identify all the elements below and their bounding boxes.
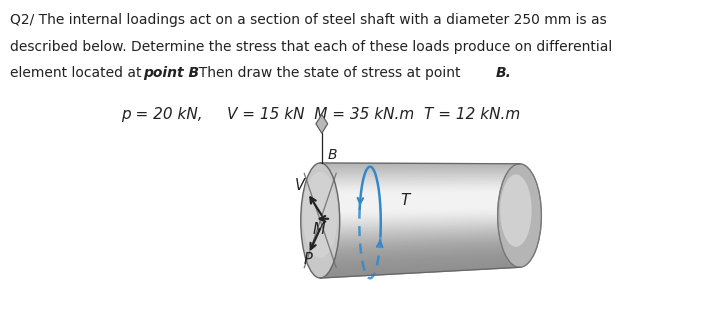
- Polygon shape: [320, 246, 520, 257]
- Text: B: B: [327, 148, 337, 162]
- Polygon shape: [320, 198, 520, 203]
- Polygon shape: [320, 178, 520, 180]
- Polygon shape: [320, 214, 520, 220]
- Polygon shape: [320, 243, 520, 253]
- Polygon shape: [320, 219, 520, 226]
- Polygon shape: [320, 248, 520, 259]
- Polygon shape: [320, 181, 520, 184]
- Polygon shape: [320, 200, 520, 205]
- Polygon shape: [320, 205, 520, 211]
- Polygon shape: [320, 212, 520, 219]
- Ellipse shape: [302, 171, 338, 258]
- Text: V: V: [295, 178, 305, 193]
- Polygon shape: [320, 262, 520, 274]
- Text: Q2/ The internal loadings act on a section of steel shaft with a diameter 250 mm: Q2/ The internal loadings act on a secti…: [11, 13, 607, 27]
- Polygon shape: [320, 209, 520, 215]
- Polygon shape: [320, 195, 520, 200]
- Polygon shape: [320, 260, 520, 272]
- Polygon shape: [320, 266, 520, 278]
- Polygon shape: [320, 257, 520, 268]
- Polygon shape: [320, 231, 520, 240]
- Ellipse shape: [500, 174, 532, 247]
- Ellipse shape: [498, 164, 541, 267]
- Ellipse shape: [301, 163, 340, 278]
- Text: . Then draw the state of stress at point: . Then draw the state of stress at point: [190, 66, 465, 80]
- Polygon shape: [320, 255, 520, 267]
- Polygon shape: [320, 242, 520, 251]
- Text: element located at: element located at: [11, 66, 147, 80]
- Polygon shape: [320, 188, 520, 192]
- Polygon shape: [320, 233, 520, 242]
- Polygon shape: [320, 252, 520, 263]
- Polygon shape: [320, 228, 520, 236]
- Polygon shape: [320, 190, 520, 194]
- Polygon shape: [320, 215, 520, 222]
- Polygon shape: [320, 174, 520, 176]
- Polygon shape: [320, 230, 520, 238]
- Polygon shape: [320, 224, 520, 232]
- Polygon shape: [320, 250, 520, 261]
- Polygon shape: [320, 165, 520, 167]
- Polygon shape: [320, 176, 520, 178]
- Polygon shape: [316, 114, 328, 133]
- Text: point B: point B: [142, 66, 199, 80]
- Polygon shape: [320, 172, 520, 174]
- Polygon shape: [320, 202, 520, 207]
- Text: described below. Determine the stress that each of these loads produce on differ: described below. Determine the stress th…: [11, 39, 613, 53]
- Polygon shape: [320, 179, 520, 182]
- Polygon shape: [320, 238, 520, 247]
- Polygon shape: [320, 222, 520, 230]
- Polygon shape: [320, 169, 520, 171]
- Polygon shape: [320, 167, 520, 169]
- Text: p = 20 kN,     V = 15 kN  M = 35 kN.m  T = 12 kN.m: p = 20 kN, V = 15 kN M = 35 kN.m T = 12 …: [121, 108, 520, 123]
- Polygon shape: [320, 245, 520, 255]
- Polygon shape: [320, 207, 520, 213]
- Polygon shape: [320, 234, 520, 244]
- Polygon shape: [320, 197, 520, 201]
- Polygon shape: [320, 240, 520, 249]
- Polygon shape: [320, 236, 520, 245]
- Polygon shape: [320, 210, 520, 217]
- Text: B.: B.: [496, 66, 512, 80]
- Polygon shape: [320, 254, 520, 265]
- Polygon shape: [320, 221, 520, 228]
- Polygon shape: [320, 185, 520, 188]
- Text: P: P: [304, 252, 313, 267]
- Polygon shape: [320, 217, 520, 224]
- Text: T: T: [400, 193, 410, 208]
- Polygon shape: [320, 191, 520, 196]
- Polygon shape: [320, 171, 520, 172]
- Polygon shape: [320, 226, 520, 234]
- Polygon shape: [320, 259, 520, 270]
- Polygon shape: [320, 193, 520, 198]
- Polygon shape: [320, 183, 520, 186]
- Polygon shape: [320, 203, 520, 209]
- Polygon shape: [320, 163, 520, 166]
- Polygon shape: [320, 264, 520, 276]
- Text: M: M: [312, 222, 325, 237]
- Polygon shape: [320, 186, 520, 190]
